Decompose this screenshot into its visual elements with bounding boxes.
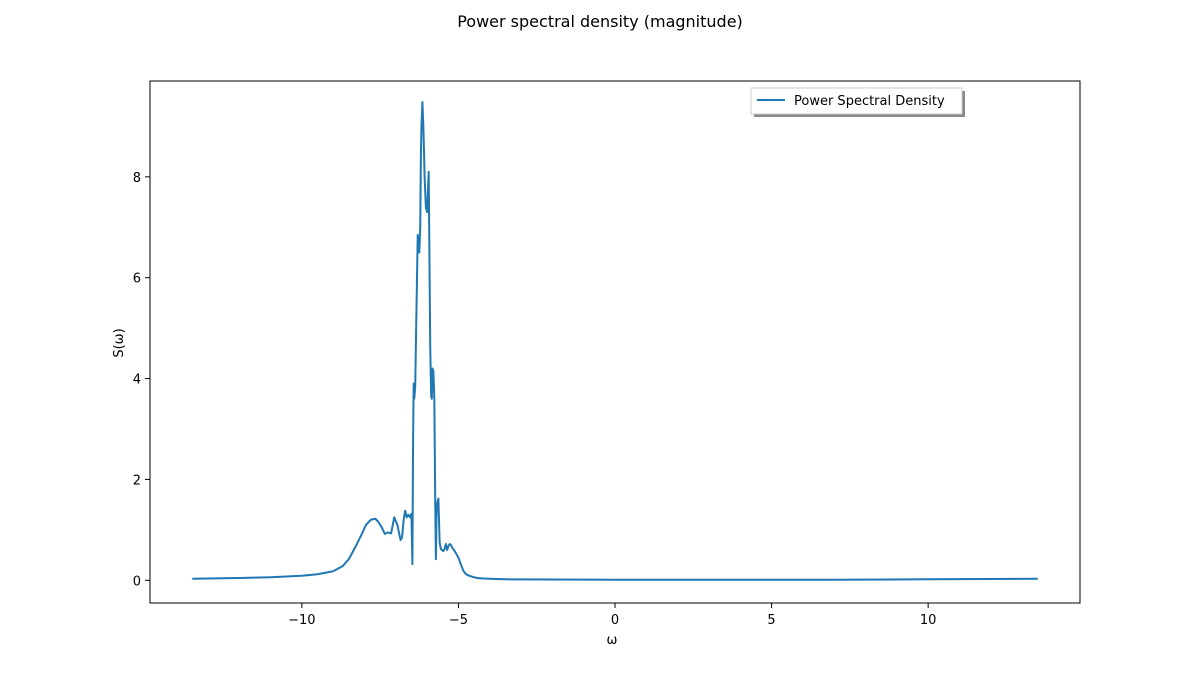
- x-tick-label: 5: [767, 613, 775, 628]
- x-tick-label: 10: [920, 613, 937, 628]
- y-tick-label: 6: [133, 272, 141, 287]
- y-axis-label: S(ω): [112, 328, 127, 357]
- y-axis-ticks: 0 2 4 6 8: [133, 171, 150, 589]
- y-tick-label: 8: [133, 171, 141, 186]
- plot-area: [150, 81, 1080, 603]
- y-tick-label: 4: [133, 373, 141, 388]
- x-axis-label: ω: [607, 633, 618, 648]
- y-tick-label: 0: [133, 574, 141, 589]
- series-line-0: [192, 101, 1038, 581]
- chart-title: Power spectral density (magnitude): [457, 12, 743, 31]
- legend-label: Power Spectral Density: [794, 94, 945, 109]
- x-tick-label: −10: [288, 613, 315, 628]
- x-axis-ticks: −10 −5 0 5 10: [288, 603, 936, 628]
- data-layer: [192, 101, 1038, 581]
- legend: Power Spectral Density: [750, 87, 965, 117]
- x-tick-label: −5: [449, 613, 468, 628]
- x-tick-label: 0: [611, 613, 619, 628]
- y-tick-label: 2: [133, 473, 141, 488]
- legend-box: [750, 87, 963, 115]
